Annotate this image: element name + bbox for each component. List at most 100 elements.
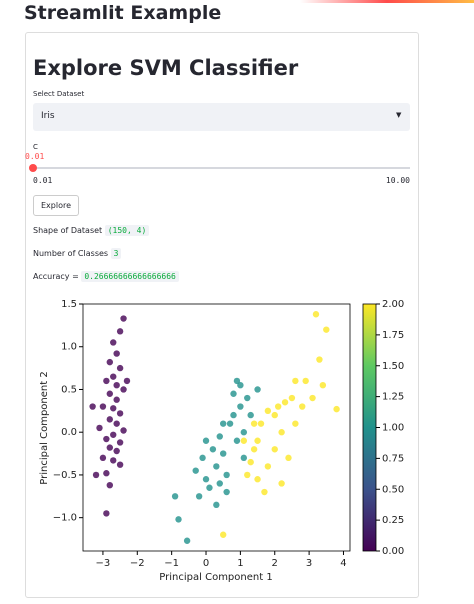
x-axis-label: Principal Component 1: [159, 572, 272, 583]
point: [116, 364, 124, 372]
point: [254, 437, 261, 444]
point: [113, 420, 120, 427]
point: [209, 446, 217, 453]
point: [110, 405, 117, 412]
point: [113, 396, 120, 403]
slider-track[interactable]: [33, 167, 410, 169]
point: [247, 458, 254, 466]
select-box[interactable]: [33, 103, 410, 131]
point: [206, 484, 213, 491]
colorbar-tick-label: 1.50: [382, 361, 404, 372]
point: [99, 454, 107, 462]
page-title: Streamlit Example: [24, 2, 222, 24]
point: [312, 311, 320, 318]
point: [106, 444, 114, 451]
point: [323, 326, 330, 333]
point: [123, 377, 131, 385]
point: [223, 488, 230, 496]
point: [264, 463, 272, 470]
point: [120, 427, 127, 434]
point: [106, 416, 114, 423]
point: [288, 394, 296, 402]
app-title: Explore SVM Classifier: [33, 56, 299, 80]
decoration: [300, 0, 474, 3]
point: [244, 471, 251, 479]
point: [257, 420, 265, 427]
shape-row: Shape of Dataset (150, 4): [33, 225, 150, 236]
point: [274, 403, 282, 410]
point: [299, 403, 306, 410]
point: [202, 476, 210, 483]
slider-thumb[interactable]: [29, 164, 37, 172]
point: [271, 446, 278, 453]
point: [230, 390, 237, 397]
point: [250, 446, 258, 453]
select-caret: ▼: [396, 111, 402, 119]
point: [226, 420, 234, 427]
point: [250, 420, 258, 427]
x-tick-label: 2: [272, 558, 278, 569]
y-tick-label: −0.5: [53, 470, 77, 481]
point: [106, 481, 114, 489]
y-tick-label: 0.5: [61, 384, 77, 395]
point: [183, 537, 191, 544]
point: [278, 429, 285, 436]
slider-value: 0.01: [25, 152, 45, 161]
shape-value: (150, 4): [104, 225, 150, 236]
point: [175, 516, 182, 523]
accuracy-value: 0.26666666666666666: [81, 271, 179, 282]
colorbar-tick-label: 2.00: [382, 299, 404, 310]
x-tick-label: 3: [306, 558, 312, 569]
slider-min: 0.01: [33, 176, 53, 185]
point: [237, 381, 244, 389]
classes-value: 3: [110, 248, 122, 259]
point: [285, 454, 292, 462]
container: [25, 32, 419, 598]
point: [281, 399, 289, 406]
point: [116, 439, 124, 446]
classes-row: Number of Classes 3: [33, 248, 122, 259]
point: [116, 410, 124, 417]
point: [220, 450, 227, 457]
x-tick-label: −3: [96, 558, 111, 569]
select-value: Iris: [41, 111, 55, 121]
point: [261, 488, 268, 496]
point: [113, 447, 120, 455]
point: [230, 411, 237, 419]
point: [103, 470, 110, 477]
point: [103, 510, 110, 517]
colorbar-tick-label: 1.25: [382, 392, 404, 403]
point: [103, 435, 110, 443]
accuracy-label: Accuracy =: [33, 272, 79, 281]
explore-button[interactable]: Explore: [33, 195, 79, 216]
point: [96, 424, 103, 432]
x-tick-label: −2: [130, 558, 145, 569]
point: [116, 328, 124, 335]
point: [309, 394, 316, 402]
point: [110, 431, 117, 438]
point: [110, 373, 117, 380]
point: [240, 437, 248, 444]
point: [110, 457, 117, 464]
point: [106, 358, 114, 366]
x-tick-label: 1: [237, 558, 243, 569]
point: [292, 377, 299, 385]
point: [195, 493, 203, 500]
point: [302, 377, 309, 385]
point: [271, 411, 278, 419]
point: [292, 420, 299, 427]
point: [244, 394, 251, 402]
colorbar-tick-label: 0.75: [382, 453, 404, 464]
point: [254, 386, 261, 393]
point: [233, 377, 241, 385]
point: [213, 501, 220, 509]
point: [233, 437, 241, 444]
point: [247, 411, 254, 419]
y-tick-label: 1.5: [61, 299, 77, 310]
point: [278, 480, 285, 487]
point: [220, 420, 227, 427]
x-tick-label: 4: [340, 558, 346, 569]
y-tick-label: 1.0: [61, 342, 77, 353]
x-tick-label: 0: [203, 558, 209, 569]
